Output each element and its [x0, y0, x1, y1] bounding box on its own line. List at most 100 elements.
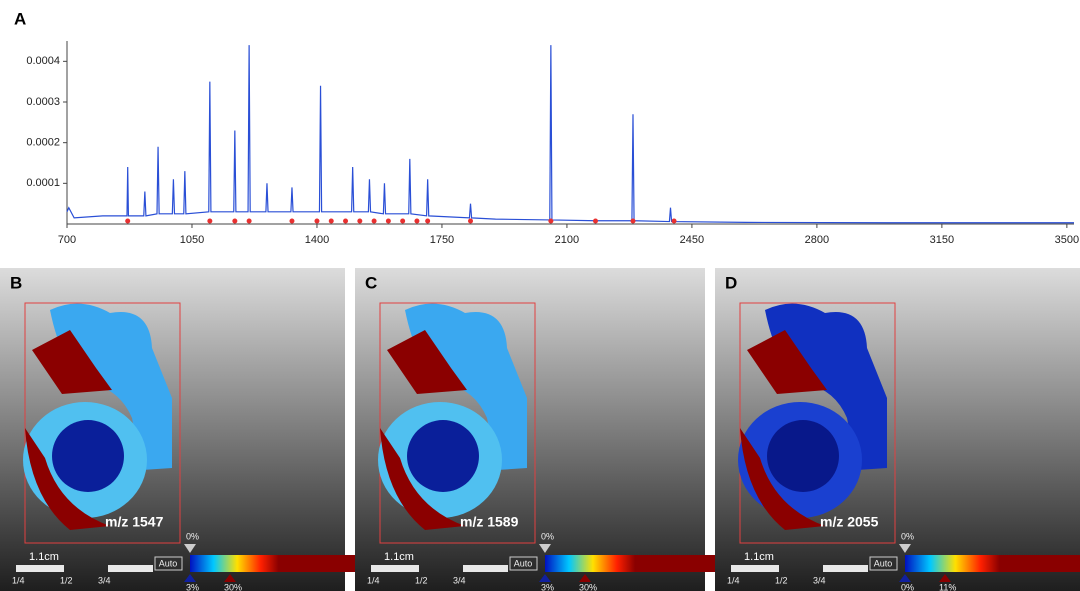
scale-tick: 1/4: [12, 575, 25, 585]
scale-bar: [16, 565, 64, 572]
range-handle: [184, 544, 196, 553]
peak-marker: [246, 218, 252, 224]
peak-marker: [328, 218, 334, 224]
auto-box: [509, 556, 538, 571]
peak-marker: [425, 218, 431, 224]
x-tick-label: 2800: [805, 234, 829, 246]
tissue-upper: [765, 303, 887, 470]
roi-box: [379, 302, 536, 544]
y-tick-label: 0.0001: [26, 177, 60, 189]
peak-marker: [125, 218, 131, 224]
threshold-label: 30%: [579, 582, 597, 591]
tissue-lower-edge: [380, 428, 465, 530]
panel-label: C: [365, 273, 377, 292]
tissue-edge: [747, 330, 827, 394]
scale-tick: 1/4: [727, 575, 740, 585]
y-tick-label: 0.0003: [26, 96, 60, 108]
mz-label: m/z 1589: [460, 514, 519, 530]
peak-marker: [232, 218, 238, 224]
tissue-edge: [32, 330, 112, 394]
threshold-label: 3%: [186, 582, 199, 591]
range-handle: [539, 544, 551, 553]
peak-marker: [343, 218, 349, 224]
scale-tick: 1/4: [367, 575, 380, 585]
threshold-label: 11%: [939, 582, 956, 591]
x-tick-label: 1750: [430, 234, 454, 246]
spectrum-line: [66, 45, 1074, 224]
auto-label[interactable]: Auto: [159, 558, 178, 568]
mz-label: m/z 2055: [820, 514, 879, 530]
scale-bar: [731, 565, 779, 572]
auto-label[interactable]: Auto: [514, 558, 533, 568]
threshold-handle: [184, 574, 196, 582]
tissue-upper: [50, 303, 172, 470]
tissue-core: [407, 420, 479, 492]
tissue-edge: [387, 330, 467, 394]
peak-marker: [671, 218, 677, 224]
color-bar: [905, 555, 1080, 572]
auto-box: [869, 556, 898, 571]
threshold-handle: [539, 574, 551, 582]
scale-label: 1.1cm: [384, 551, 414, 563]
scale-bar: [371, 565, 419, 572]
scale-bar: [463, 565, 508, 572]
scale-tick: 3/4: [813, 575, 826, 585]
threshold-handle: [939, 574, 951, 582]
auto-label[interactable]: Auto: [874, 558, 893, 568]
peak-marker: [468, 218, 474, 224]
mz-label: m/z 1547: [105, 514, 164, 530]
scale-bar: [823, 565, 868, 572]
scale-label: 1.1cm: [744, 551, 774, 563]
peak-marker: [385, 218, 391, 224]
x-tick-label: 3500: [1055, 234, 1079, 246]
scale-tick: 3/4: [98, 575, 111, 585]
auto-box: [154, 556, 183, 571]
peak-marker: [371, 218, 377, 224]
x-tick-label: 1050: [180, 234, 204, 246]
scale-tick: 1/2: [415, 575, 428, 585]
peak-marker: [357, 218, 363, 224]
threshold-handle: [579, 574, 591, 582]
y-tick-label: 0.0002: [26, 137, 60, 149]
panel-label: D: [725, 273, 737, 292]
scale-tick: 1/2: [60, 575, 73, 585]
roi-box: [24, 302, 181, 544]
peak-marker: [548, 218, 554, 224]
x-tick-label: 2450: [680, 234, 704, 246]
peak-marker: [400, 218, 406, 224]
x-tick-label: 2100: [555, 234, 579, 246]
scale-bar: [108, 565, 153, 572]
peak-marker: [314, 218, 320, 224]
x-tick-label: 1400: [305, 234, 329, 246]
x-tick-label: 3150: [930, 234, 954, 246]
scale-label: 1.1cm: [29, 551, 59, 563]
peak-marker: [414, 218, 420, 224]
scale-tick: 3/4: [453, 575, 466, 585]
range-label: 0%: [186, 531, 199, 541]
threshold-handle: [899, 574, 911, 582]
range-handle: [899, 544, 911, 553]
peak-marker: [630, 218, 636, 224]
peak-marker: [289, 218, 295, 224]
tissue-upper: [405, 303, 527, 470]
threshold-label: 0%: [901, 582, 914, 591]
threshold-label: 3%: [541, 582, 554, 591]
threshold-label: 30%: [224, 582, 242, 591]
x-tick-label: 700: [58, 234, 76, 246]
peak-marker: [592, 218, 598, 224]
panel-label: A: [14, 9, 26, 28]
range-label: 0%: [901, 531, 914, 541]
roi-box: [739, 302, 896, 544]
tissue-lower-edge: [25, 428, 110, 530]
range-label: 0%: [541, 531, 554, 541]
tissue-core: [52, 420, 124, 492]
tissue-core: [767, 420, 839, 492]
scale-tick: 1/2: [775, 575, 788, 585]
panel-label: B: [10, 273, 22, 292]
threshold-handle: [224, 574, 236, 582]
tissue-lower-edge: [740, 428, 825, 530]
